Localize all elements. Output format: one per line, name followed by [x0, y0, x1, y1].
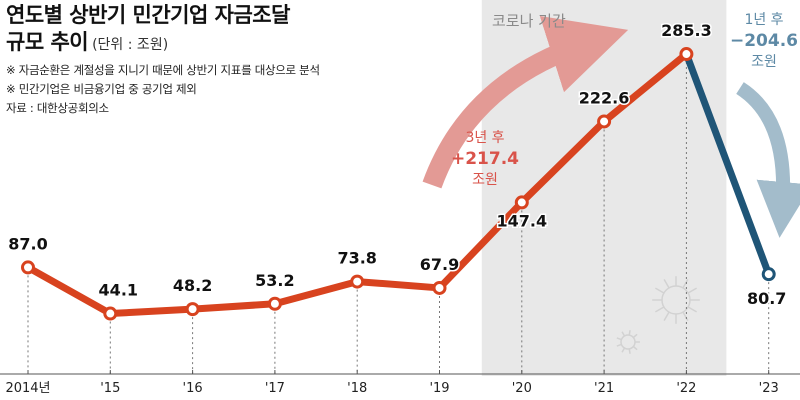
data-label: 285.3 [661, 21, 712, 40]
virus-decoration [616, 276, 700, 354]
data-label: 80.7 [747, 289, 786, 308]
x-tick-label: '16 [183, 381, 203, 396]
data-point [761, 267, 776, 282]
increase-annotation: 3년 후 +217.4 조원 [448, 128, 522, 191]
source-note: 자료 : 대한상공회의소 [6, 101, 109, 115]
data-point [597, 114, 612, 129]
decrease-amount: −204.6 [729, 31, 799, 51]
decrease-period: 1년 후 [744, 12, 784, 28]
title-line-1: 연도별 상반기 민간기업 자금조달 [6, 3, 290, 27]
data-points [21, 47, 776, 321]
covid-period-label: 코로나 기간 [492, 12, 566, 30]
series-line-decline [682, 50, 773, 278]
data-labels: 87.0 44.1 48.2 53.2 73.8 67.9 147.4 222.6 285.3 8… [7, 20, 788, 310]
data-point [21, 260, 35, 275]
increase-unit: 조원 [472, 172, 498, 188]
x-tick-label: '22 [676, 381, 696, 396]
data-label: 48.2 [173, 276, 212, 295]
decrease-unit: 조원 [751, 54, 777, 70]
data-label: 87.0 [8, 234, 47, 253]
data-point [185, 302, 200, 317]
data-label: 67.9 [420, 255, 459, 274]
drop-guides [27, 62, 770, 374]
x-tick-label: '20 [512, 381, 532, 396]
data-point [103, 306, 118, 321]
x-tick-label: '19 [429, 381, 449, 396]
data-point [514, 195, 529, 210]
x-tick-label: 2014년 [5, 381, 50, 396]
increase-amount: +217.4 [450, 149, 520, 169]
x-tick-label: '18 [347, 381, 367, 396]
data-label: 147.4 [496, 211, 547, 230]
data-label: 222.6 [579, 88, 630, 107]
data-point [432, 280, 447, 295]
title-line-2: 규모 추이 [6, 30, 89, 54]
x-tick-label: '23 [759, 381, 779, 396]
data-point [679, 47, 694, 62]
increase-arrow [422, 15, 629, 189]
data-label: 73.8 [337, 249, 376, 268]
decrease-arrow [735, 82, 800, 238]
unit-label: (단위 : 조원) [92, 37, 169, 53]
data-label: 53.2 [255, 271, 294, 290]
chart-title: 연도별 상반기 민간기업 자금조달 규모 추이 (단위 : 조원) [6, 2, 290, 59]
note-2: ※ 민간기업은 비금융기업 중 공기업 제외 [6, 82, 197, 96]
x-tick-label: '21 [594, 381, 614, 396]
note-1: ※ 자금순환은 계절성을 지니기 때문에 상반기 지표를 대상으로 분석 [6, 63, 320, 77]
data-label: 44.1 [99, 281, 138, 300]
decrease-annotation: 1년 후 −204.6 조원 [728, 10, 800, 73]
x-tick-label: '15 [100, 381, 120, 396]
data-point [267, 296, 282, 311]
x-axis: 2014년 '15 '16 '17 '18 '19 '20 '21 '22 '23 [0, 370, 800, 396]
x-tick-label: '17 [265, 381, 285, 396]
increase-period: 3년 후 [465, 130, 505, 146]
data-point [350, 274, 365, 289]
